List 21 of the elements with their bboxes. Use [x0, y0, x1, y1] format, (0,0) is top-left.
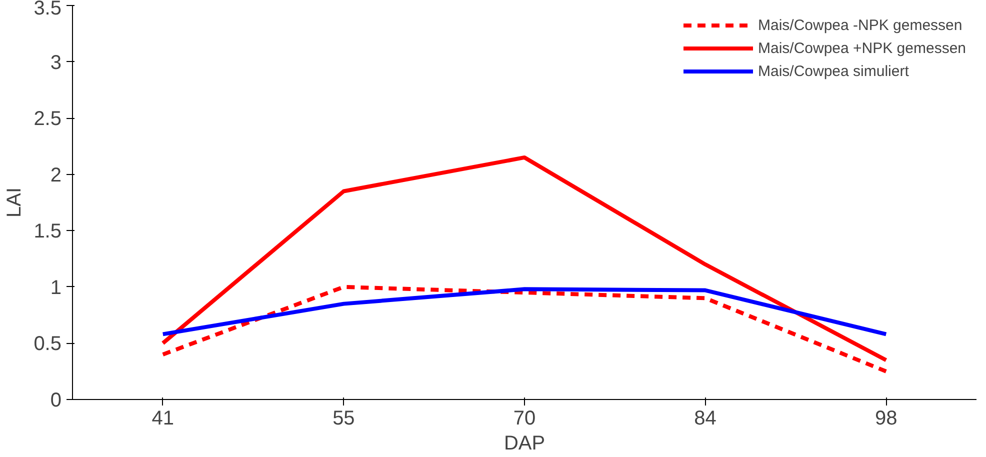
y-tick-label: 3	[50, 52, 62, 74]
x-tick-label: 98	[874, 408, 898, 430]
x-tick-label: 41	[152, 408, 174, 430]
legend-label: Mais/Cowpea +NPK gemessen	[758, 40, 966, 56]
x-tick-label: 84	[694, 408, 716, 430]
y-tick-label: 0.5	[34, 333, 62, 356]
x-axis-title: DAP	[504, 432, 546, 454]
y-tick-label: 1	[50, 276, 62, 299]
y-tick-label: 3.5	[34, 0, 62, 20]
legend-label: Mais/Cowpea simuliert	[758, 62, 909, 80]
x-tick-label: 55	[332, 408, 355, 430]
y-tick-label: 1.5	[34, 220, 62, 243]
y-tick-label: 0	[50, 390, 62, 412]
x-tick-label: 70	[513, 408, 536, 430]
y-tick-label: 2	[50, 164, 62, 186]
line-series	[160, 155, 888, 362]
y-tick-label: 2.5	[34, 108, 62, 130]
line-series	[160, 287, 888, 336]
line-series	[160, 284, 888, 374]
legend-label: Mais/Cowpea -NPK gemessen	[758, 16, 962, 34]
y-axis-title: LAI	[4, 187, 26, 218]
